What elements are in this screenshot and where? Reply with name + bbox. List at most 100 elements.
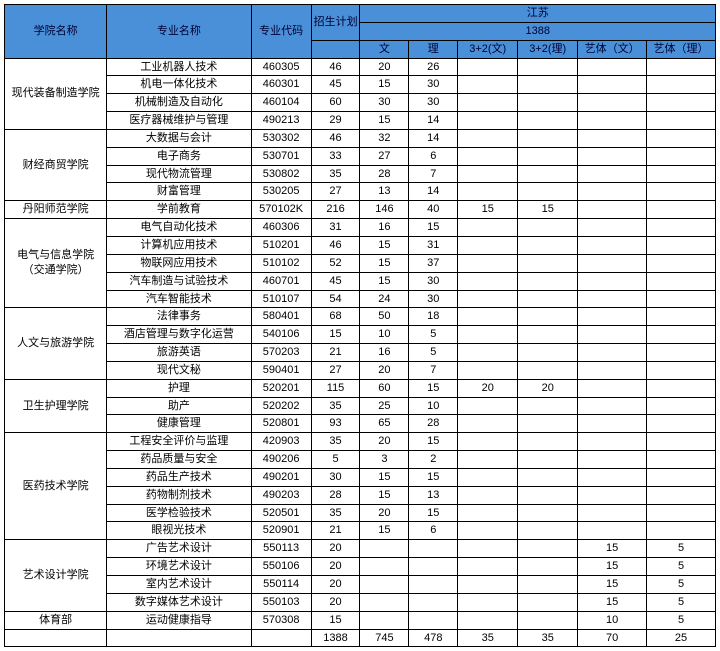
yw-cell — [578, 236, 647, 254]
sl-cell — [518, 112, 578, 130]
wen-cell: 20 — [360, 361, 409, 379]
wen-cell: 16 — [360, 344, 409, 362]
hdr-major: 专业名称 — [107, 5, 251, 59]
yw-cell — [578, 379, 647, 397]
sl-cell — [518, 415, 578, 433]
code-cell: 520201 — [251, 379, 311, 397]
college-cell: 艺术设计学院 — [5, 540, 107, 611]
li-cell: 30 — [409, 272, 458, 290]
sl-cell — [518, 326, 578, 344]
major-cell: 现代文秘 — [107, 361, 251, 379]
hdr-plan: 招生计划 — [311, 5, 360, 41]
yw-cell — [578, 201, 647, 219]
plan-cell: 45 — [311, 76, 360, 94]
major-cell: 数字媒体艺术设计 — [107, 593, 251, 611]
table-row: 卫生护理学院护理52020111560152020 — [5, 379, 716, 397]
plan-cell: 15 — [311, 326, 360, 344]
code-cell: 490201 — [251, 468, 311, 486]
li-cell: 18 — [409, 308, 458, 326]
totals-cell: 478 — [409, 629, 458, 647]
yw-cell — [578, 468, 647, 486]
yw-cell: 15 — [578, 558, 647, 576]
plan-cell: 31 — [311, 219, 360, 237]
code-cell: 530701 — [251, 147, 311, 165]
code-cell: 550114 — [251, 576, 311, 594]
table-row: 丹阳师范学院学前教育570102K216146401515 — [5, 201, 716, 219]
sl-cell — [518, 308, 578, 326]
plan-cell: 52 — [311, 254, 360, 272]
li-cell — [409, 540, 458, 558]
plan-cell: 216 — [311, 201, 360, 219]
sl-cell — [518, 344, 578, 362]
yw-cell — [578, 290, 647, 308]
sw-cell — [458, 94, 518, 112]
table-row: 机电一体化技术460301451530 — [5, 76, 716, 94]
li-cell: 26 — [409, 58, 458, 76]
major-cell: 大数据与会计 — [107, 129, 251, 147]
wen-cell: 13 — [360, 183, 409, 201]
major-cell: 酒店管理与数字化运营 — [107, 326, 251, 344]
plan-cell: 46 — [311, 236, 360, 254]
major-cell: 工程安全评价与监理 — [107, 433, 251, 451]
plan-cell: 20 — [311, 576, 360, 594]
sw-cell — [458, 397, 518, 415]
wen-cell: 15 — [360, 254, 409, 272]
yw-cell — [578, 129, 647, 147]
li-cell: 37 — [409, 254, 458, 272]
wen-cell — [360, 540, 409, 558]
plan-cell: 20 — [311, 593, 360, 611]
sw-cell — [458, 112, 518, 130]
sw-cell — [458, 254, 518, 272]
sl-cell: 20 — [518, 379, 578, 397]
yw-cell — [578, 308, 647, 326]
major-cell: 工业机器人技术 — [107, 58, 251, 76]
yl-cell — [647, 183, 716, 201]
yl-cell — [647, 486, 716, 504]
major-cell: 计算机应用技术 — [107, 236, 251, 254]
table-row: 体育部运动健康指导57030815105 — [5, 611, 716, 629]
code-cell: 550106 — [251, 558, 311, 576]
hdr-wen: 文 — [360, 40, 409, 58]
wen-cell: 15 — [360, 236, 409, 254]
code-cell: 460301 — [251, 76, 311, 94]
li-cell: 28 — [409, 415, 458, 433]
yl-cell: 5 — [647, 611, 716, 629]
sl-cell — [518, 272, 578, 290]
yl-cell: 5 — [647, 540, 716, 558]
major-cell: 汽车制造与试验技术 — [107, 272, 251, 290]
wen-cell — [360, 558, 409, 576]
li-cell: 15 — [409, 433, 458, 451]
major-cell: 机电一体化技术 — [107, 76, 251, 94]
sl-cell — [518, 361, 578, 379]
li-cell: 10 — [409, 397, 458, 415]
yl-cell — [647, 112, 716, 130]
yw-cell — [578, 183, 647, 201]
college-cell: 财经商贸学院 — [5, 129, 107, 200]
major-cell: 眼视光技术 — [107, 522, 251, 540]
li-cell: 15 — [409, 219, 458, 237]
li-cell: 15 — [409, 504, 458, 522]
major-cell: 环境艺术设计 — [107, 558, 251, 576]
li-cell: 15 — [409, 468, 458, 486]
plan-cell: 46 — [311, 58, 360, 76]
li-cell: 5 — [409, 344, 458, 362]
wen-cell: 50 — [360, 308, 409, 326]
wen-cell: 65 — [360, 415, 409, 433]
totals-row: 138874547835357025 — [5, 629, 716, 647]
sl-cell — [518, 165, 578, 183]
sw-cell: 15 — [458, 201, 518, 219]
yw-cell — [578, 344, 647, 362]
table-header: 学院名称 专业名称 专业代码 招生计划 江苏 1388 文 理 3+2(文) 3… — [5, 5, 716, 59]
yw-cell — [578, 219, 647, 237]
table-row: 现代物流管理53080235287 — [5, 165, 716, 183]
plan-cell: 20 — [311, 540, 360, 558]
yw-cell — [578, 451, 647, 469]
plan-cell: 15 — [311, 611, 360, 629]
wen-cell: 15 — [360, 112, 409, 130]
sw-cell — [458, 76, 518, 94]
li-cell: 6 — [409, 522, 458, 540]
code-cell: 490203 — [251, 486, 311, 504]
totals-cell — [251, 629, 311, 647]
table-body: 现代装备制造学院工业机器人技术460305462026机电一体化技术460301… — [5, 58, 716, 647]
sl-cell — [518, 236, 578, 254]
